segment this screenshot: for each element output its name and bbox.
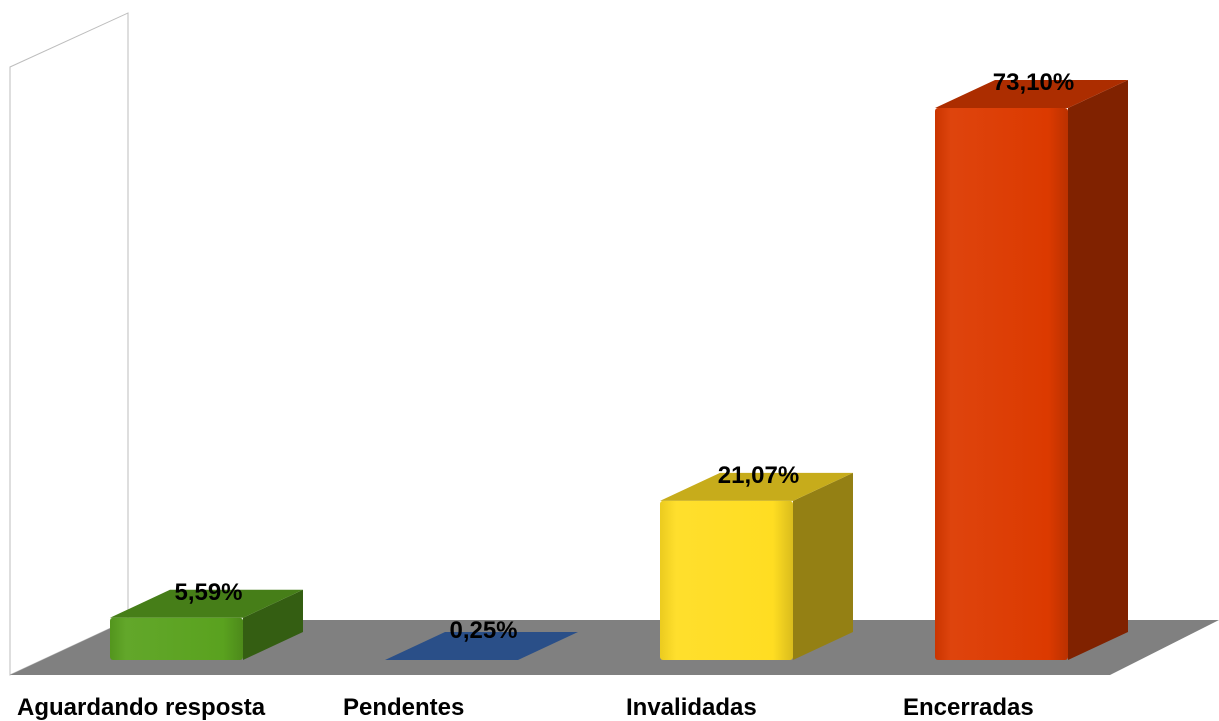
back-wall bbox=[9, 12, 129, 676]
x-tick-label: Encerradas bbox=[903, 694, 1034, 721]
data-label: 0,25% bbox=[449, 617, 517, 644]
bar-top-face bbox=[935, 80, 1128, 108]
bar-top-face bbox=[660, 472, 853, 501]
bar-invalidadas bbox=[660, 472, 853, 660]
bar-pendentes bbox=[385, 632, 578, 660]
bar-aguardando-resposta bbox=[110, 589, 303, 660]
bar-side-face bbox=[793, 472, 853, 660]
bar-top-face bbox=[110, 589, 303, 618]
bar-front-face bbox=[660, 500, 793, 660]
bar-front-face bbox=[110, 617, 243, 660]
bar-side-face bbox=[243, 589, 303, 660]
x-tick-label: Pendentes bbox=[343, 694, 464, 721]
bar-top-face bbox=[385, 632, 578, 660]
data-label: 73,10% bbox=[993, 69, 1074, 96]
data-label: 5,59% bbox=[174, 579, 242, 606]
chart-floor bbox=[10, 620, 1219, 675]
bar-encerradas bbox=[935, 80, 1128, 660]
x-tick-label: Aguardando resposta bbox=[17, 694, 266, 721]
x-tick-label: Invalidadas bbox=[626, 694, 757, 721]
bar-front-face bbox=[935, 108, 1068, 660]
bar-side-face bbox=[1068, 80, 1128, 660]
data-label: 21,07% bbox=[718, 462, 799, 489]
